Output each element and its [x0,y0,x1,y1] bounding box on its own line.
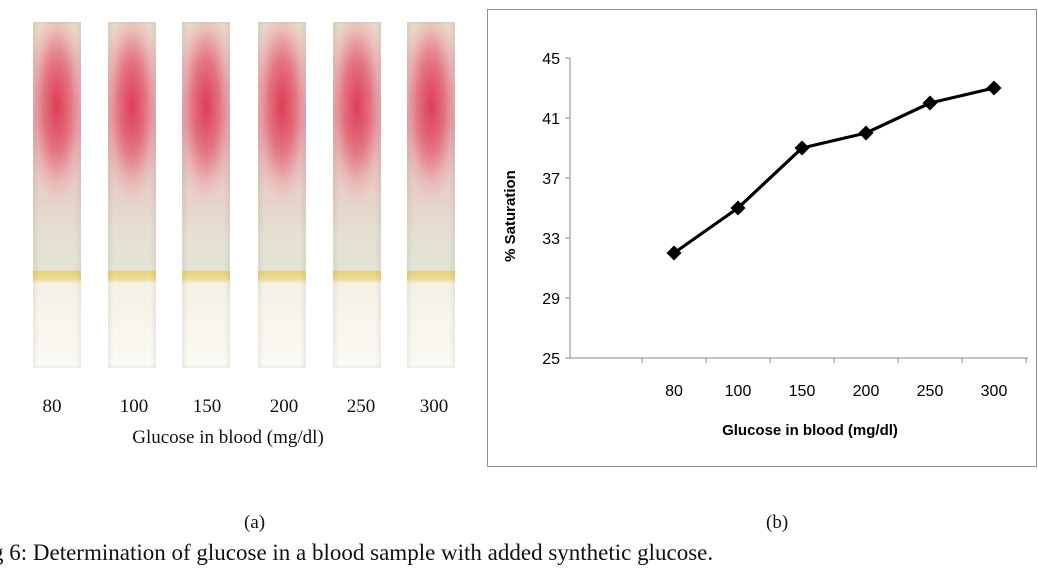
x-tick-label: 200 [853,383,880,400]
figure-caption: g 6: Determination of glucose in a blood… [0,540,714,565]
data-point-marker [794,140,810,156]
strip-label: 80 [42,396,62,417]
data-point-marker [986,80,1002,96]
data-point-marker [730,200,746,216]
y-tick-label: 25 [542,351,560,368]
y-tick-label: 37 [542,171,560,188]
y-axis-title: % Saturation [502,170,519,262]
data-point-marker [666,245,682,261]
x-tick-label: 250 [917,383,944,400]
x-tick-label: 80 [665,383,683,400]
panel-b-letter: (b) [766,512,789,533]
chart-frame: 25 29 33 37 41 45 80 100 150 200 250 300 Glucose in … [487,9,1037,467]
strips-x-axis-label: Glucose in blood (mg/dl) [132,427,324,448]
data-point-marker [858,125,874,141]
strip-photo-panel: 80 100 150 200 250 300 Glucose in blood … [0,0,470,460]
y-tick-label: 29 [542,291,560,308]
test-strip-150 [182,22,230,368]
test-strip-200 [258,22,306,368]
test-strip-100 [108,22,156,368]
y-tick-label: 33 [542,231,560,248]
strip-label: 200 [269,396,299,417]
strip-label: 250 [346,396,376,417]
strip-label: 300 [419,396,449,417]
series-line [673,86,995,255]
data-point-marker [922,95,938,111]
strip-label: 100 [119,396,149,417]
test-strip-250 [333,22,381,368]
x-tick-label: 150 [789,383,816,400]
panel-a-letter: (a) [244,512,266,533]
x-tick-label: 300 [981,383,1008,400]
y-tick-label: 45 [542,51,560,68]
strip-label: 150 [192,396,222,417]
test-strip-300 [407,22,455,368]
y-tick-label: 41 [542,111,560,128]
x-tick-label: 100 [725,383,752,400]
x-axis-title: Glucose in blood (mg/dl) [722,422,898,439]
test-strip-80 [33,22,81,368]
saturation-line-chart: 25 29 33 37 41 45 80 100 150 200 250 300 Glucose in … [502,51,1028,439]
